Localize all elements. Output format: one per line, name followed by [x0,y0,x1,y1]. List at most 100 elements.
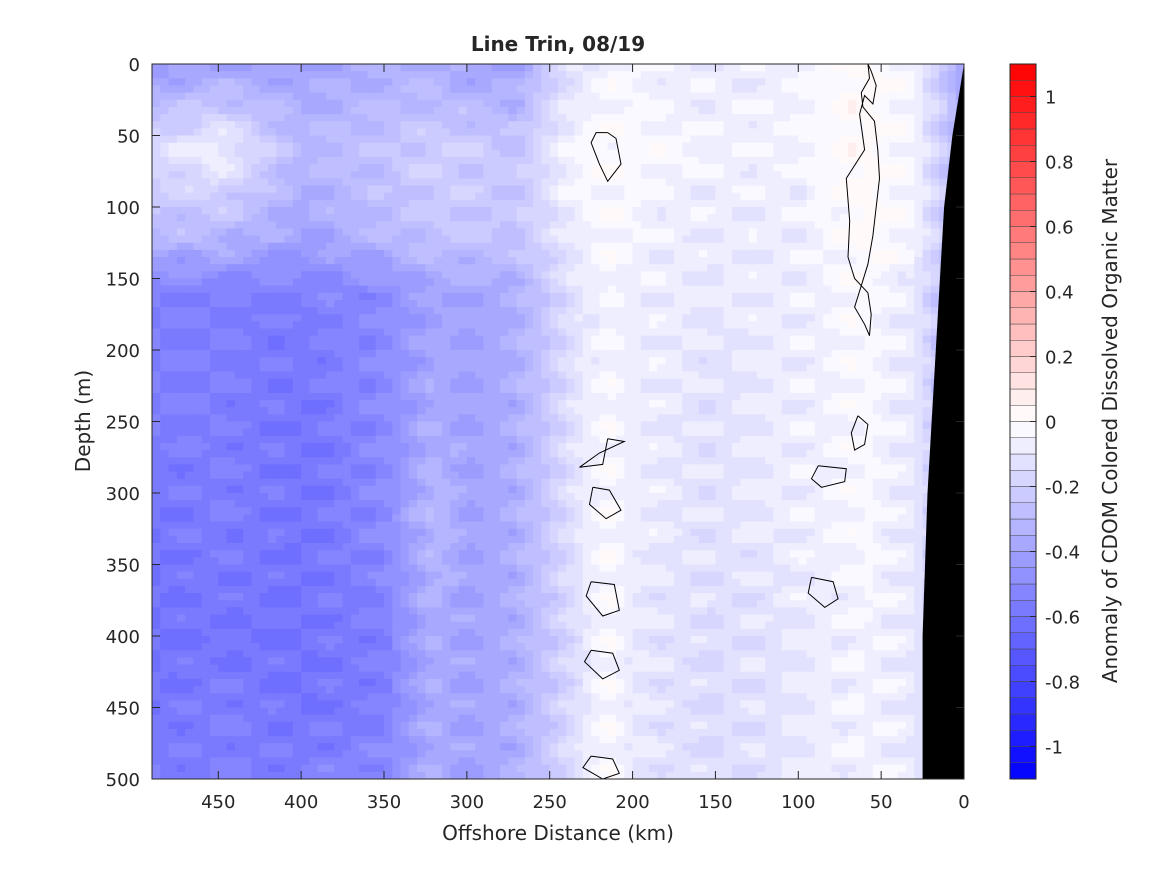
field-cell [292,285,302,294]
field-cell [218,185,228,194]
field-cell [292,664,302,673]
field-cell [185,707,195,716]
field-cell [218,242,228,251]
field-cell [301,621,311,630]
field-cell [533,321,543,330]
field-cell [201,578,211,587]
field-cell [500,493,509,501]
field-cell [408,257,418,265]
field-cell [251,128,261,137]
field-cell [392,535,402,544]
field-cell [185,321,195,330]
field-cell [268,228,277,237]
field-cell [549,764,559,773]
field-cell [433,671,443,680]
field-cell [193,199,203,208]
field-cell [201,457,211,465]
field-cell [234,314,244,322]
field-cell [359,650,369,659]
field-cell [541,228,551,237]
field-cell [201,435,211,444]
field-cell [392,485,402,494]
field-cell [160,228,170,237]
field-cell [442,106,451,115]
field-cell [185,99,195,108]
field-cell [475,643,485,651]
field-cell [500,92,509,101]
field-cell [259,171,269,179]
field-cell [284,557,294,566]
field-cell [392,135,402,144]
field-cell [508,550,518,558]
field-cell [342,99,352,108]
field-cell [458,242,468,251]
field-cell [433,464,443,473]
field-cell [284,764,294,773]
field-cell [433,521,443,530]
field-cell [475,207,485,215]
field-cell [375,414,385,423]
field-cell [292,621,302,630]
field-cell [400,221,410,230]
field-cell [152,464,161,473]
field-cell [276,178,286,187]
field-cell [152,471,161,480]
field-cell [367,221,377,230]
field-cell [359,328,369,337]
field-cell [259,600,269,608]
field-cell [168,221,178,230]
field-cell [367,299,377,308]
field-cell [193,242,203,251]
field-cell [160,421,170,430]
field-cell [458,257,468,265]
field-cell [450,114,460,122]
field-cell [259,99,269,108]
field-cell [259,628,269,637]
field-cell [243,564,253,573]
field-cell [326,249,335,258]
field-cell [152,135,161,144]
field-cell [218,664,228,673]
field-cell [201,385,211,394]
field-cell [276,385,286,394]
field-cell [234,564,244,573]
field-cell [450,106,460,115]
field-cell [234,514,244,523]
field-cell [292,585,302,594]
field-cell [533,678,543,687]
field-cell [292,743,302,751]
field-cell [259,85,269,94]
field-cell [218,600,228,608]
field-cell [342,178,352,187]
field-cell [375,450,385,458]
field-cell [400,657,410,666]
field-cell [276,392,286,401]
field-cell [152,357,161,365]
field-cell [400,578,410,587]
field-cell [475,328,485,337]
field-cell [508,285,518,294]
field-cell [268,428,277,437]
field-cell [400,299,410,308]
field-cell [276,264,286,272]
field-cell [392,578,402,587]
field-cell [367,264,377,272]
field-cell [400,335,410,344]
field-cell [384,407,393,415]
field-cell [524,578,534,587]
field-cell [458,149,468,158]
field-cell [450,385,460,394]
field-cell [152,507,161,516]
field-cell [226,471,236,480]
field-cell [234,171,244,179]
field-cell [483,271,493,280]
field-cell [193,707,203,716]
field-cell [317,285,327,294]
field-cell [350,299,360,308]
field-cell [359,550,369,558]
field-cell [276,621,286,630]
field-cell [367,199,377,208]
field-cell [218,514,228,523]
field-cell [400,693,410,701]
field-cell [425,385,435,394]
